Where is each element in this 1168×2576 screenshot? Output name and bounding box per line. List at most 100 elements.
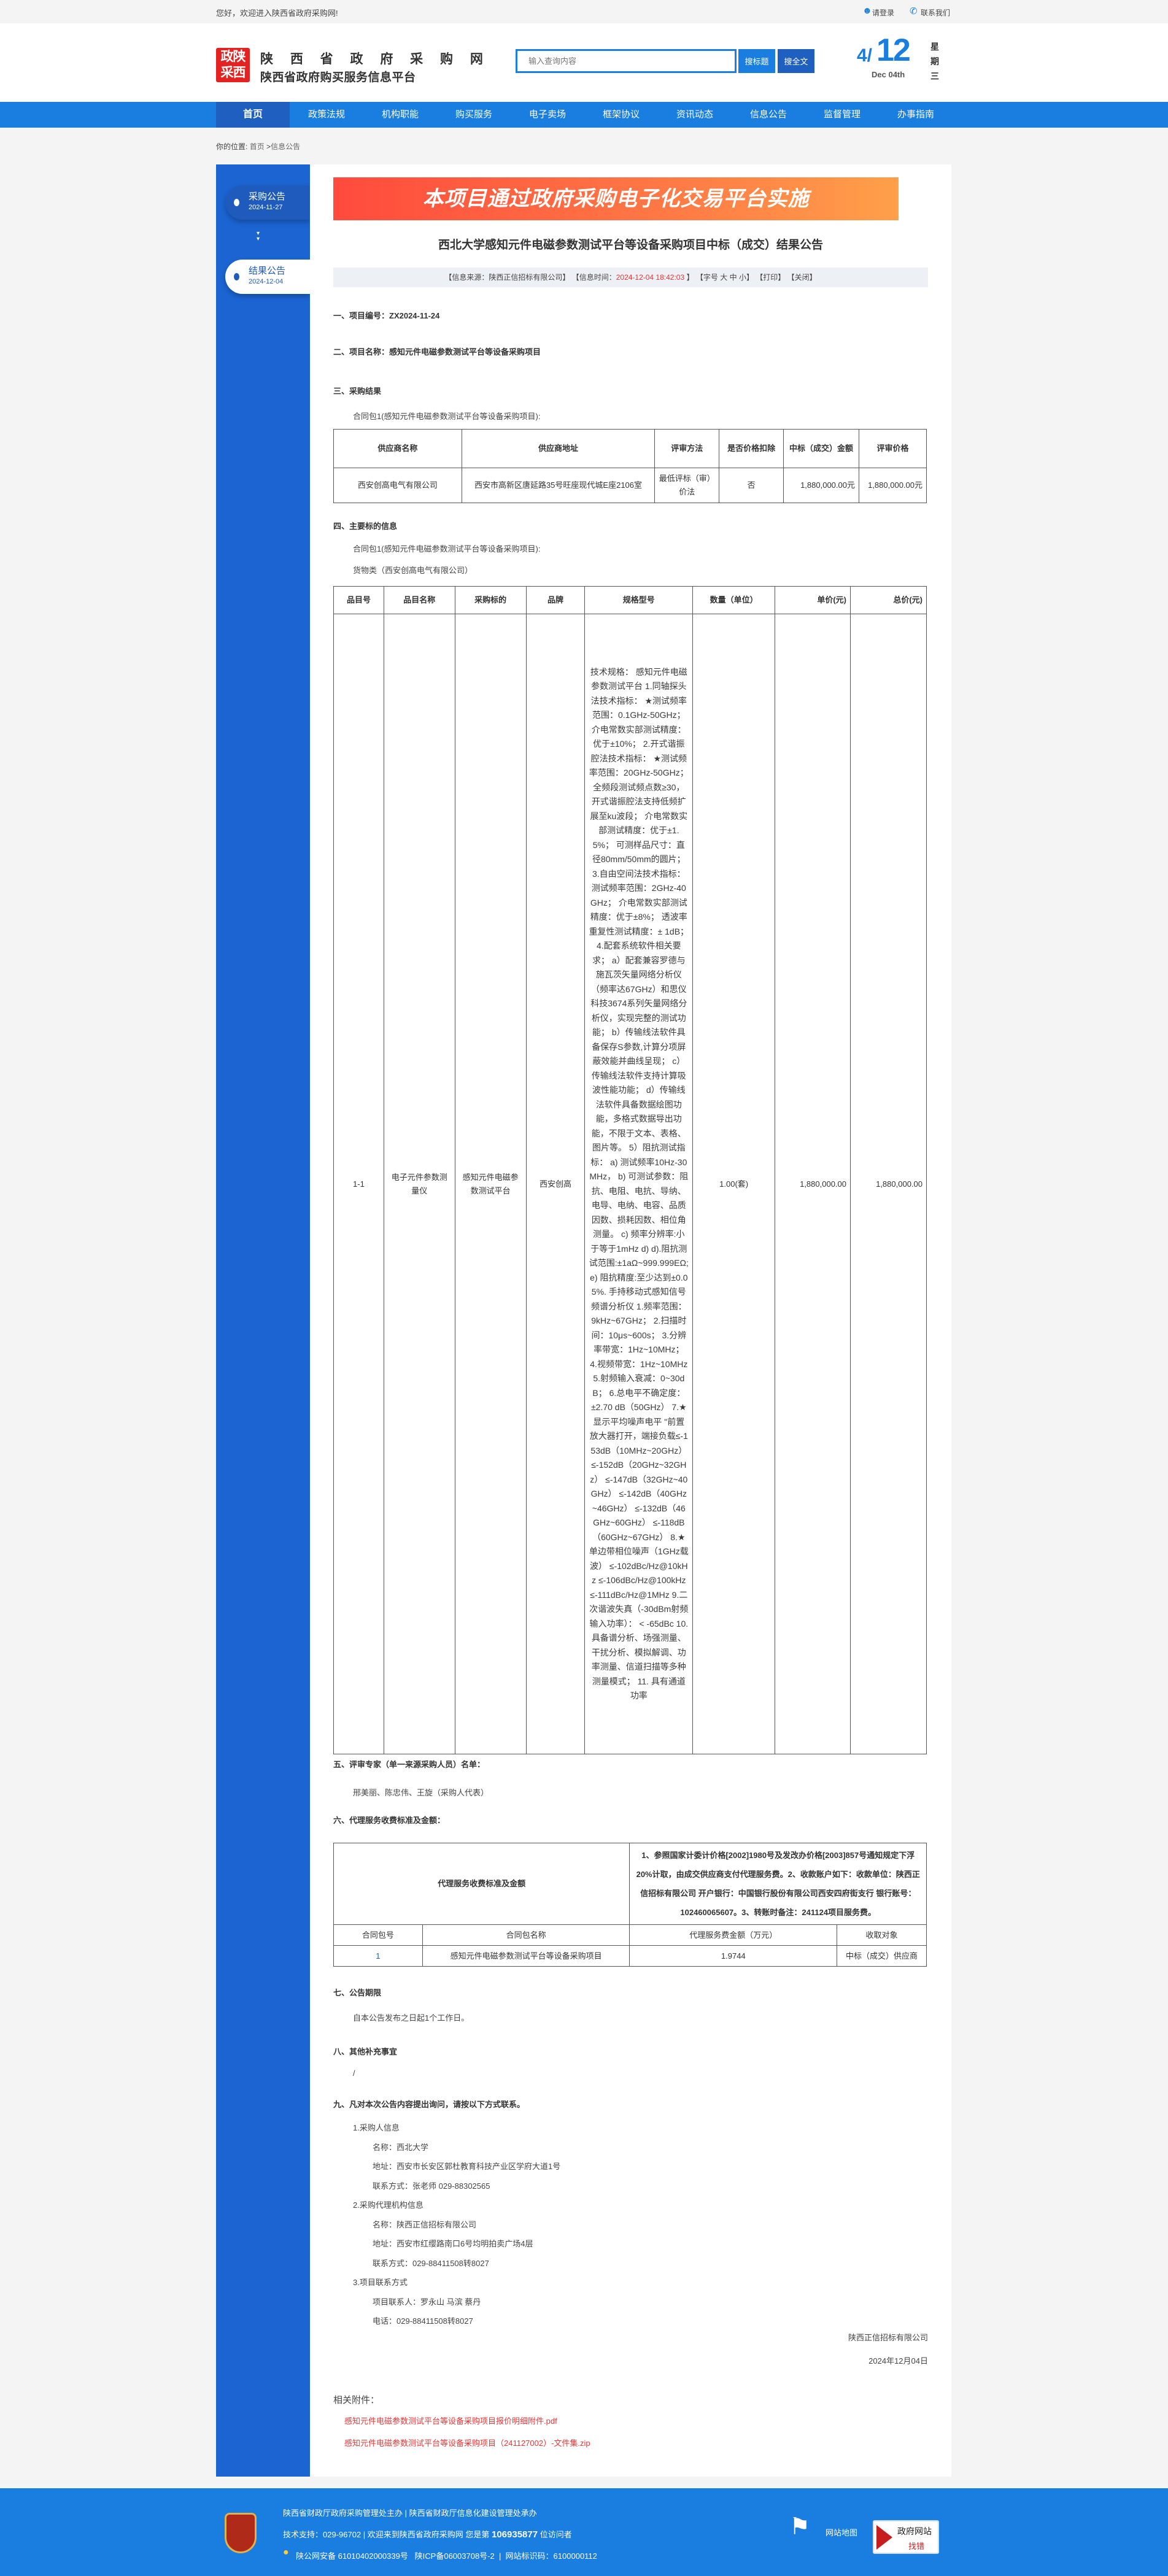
article-info-bar: 【信息来源：陕西正信招标有限公司】 【信息时间：2024-12-04 18:42…: [333, 268, 928, 287]
fee-payer: 中标（成交）供应商: [837, 1945, 927, 1967]
footer: 陕西省财政厅政府采购管理处主办 | 陕西省财政厅信息化建设管理处承办 技术支持：…: [0, 2488, 1168, 2576]
fee-standard-label: 代理服务收费标准及金额: [333, 1843, 630, 1925]
column-header: 品牌: [525, 586, 586, 614]
nav-item-home[interactable]: 首页: [216, 102, 290, 128]
font-large-button[interactable]: 大: [720, 273, 728, 282]
font-small-button[interactable]: 小】: [738, 273, 754, 282]
fee-amount: 1.9744: [629, 1945, 838, 1967]
info-time: 2024-12-04 18:42:03: [616, 273, 685, 282]
evaluated-price: 1,880,000.00元: [858, 468, 927, 503]
breadcrumb-home[interactable]: 首页: [249, 142, 265, 151]
experts-names: 邢美丽、陈忠伟、王旋（采购人代表）: [353, 1788, 489, 1797]
nav-item-news[interactable]: 资讯动态: [676, 109, 713, 120]
supplier-address: 西安市高新区唐延路35号旺座现代城E座2106室: [461, 468, 656, 503]
contact-line: 地址：西安市红缨路南口6号均明拍卖广场4层: [373, 2239, 533, 2248]
package-name: 感知元件电磁参数测试平台等设备采购项目: [422, 1945, 630, 1967]
breadcrumb: 你的位置: 首页 >信息公告: [216, 141, 300, 152]
timeline-item-procurement[interactable]: 采购公告 2024-11-27: [225, 185, 310, 220]
column-header: 单价(元): [775, 586, 851, 614]
main-nav: 首页 政策法规 机构职能 购买服务 电子卖场 框架协议 资讯动态 信息公告 监督…: [0, 102, 1168, 128]
column-header: 供应商地址: [461, 429, 656, 468]
nav-item-purchase-service[interactable]: 购买服务: [455, 109, 492, 120]
site-logo[interactable]: 政陕 采西: [216, 48, 250, 82]
search-full-button[interactable]: 搜全文: [778, 49, 814, 73]
contact-line: 名称：西北大学: [373, 2142, 429, 2152]
attachment-link-pdf[interactable]: 感知元件电磁参数测试平台等设备采购项目报价明细附件.pdf: [344, 2416, 557, 2426]
footer-line-support: 技术支持：029-96702 | 欢迎来到陕西省政府采购网 您是第 106935…: [283, 2528, 572, 2540]
sitemap-link[interactable]: 网站地图: [826, 2528, 858, 2537]
agency-fee-table: 代理服务收费标准及金额 1、参照国家计委计价格[2002]1980号及发改办价格…: [333, 1843, 927, 1967]
award-amount: 1,880,000.00元: [783, 468, 859, 503]
section-other-matters: 八、其他补充事宜: [333, 2047, 398, 2056]
nav-item-policy[interactable]: 政策法规: [307, 109, 345, 120]
search-input[interactable]: [516, 49, 737, 73]
table-row: 西安创高电气有限公司 西安市高新区唐延路35号旺座现代城E座2106室 最低评标…: [333, 468, 927, 503]
top-bar: 您好，欢迎进入陕西省政府采购网! ☻ 请登录 ✆ 联系我们: [0, 0, 1168, 23]
police-badge-icon: ●: [283, 2547, 289, 2558]
print-button[interactable]: 【打印】: [756, 273, 786, 282]
timeline-date: 2024-11-27: [249, 204, 283, 211]
nav-item-framework[interactable]: 框架协议: [602, 109, 640, 120]
column-header: 采购标的: [454, 586, 527, 614]
breadcrumb-separator: >: [266, 142, 271, 151]
party-emblem-logo[interactable]: [225, 2513, 257, 2553]
column-header: 合同包号: [333, 1924, 423, 1946]
section-contact: 九、凡对本次公告内容提出询问，请按以下方式联系。: [333, 2100, 525, 2109]
table-header-row: 品目号 品目名称 采购标的 品牌 规格型号 数量（单位） 单价(元) 总价(元): [333, 586, 927, 614]
result-table: 供应商名称 供应商地址 评审方法 是否价格扣除 中标（成交）金额 评审价格 西安…: [333, 429, 927, 503]
error-report-label: 找错: [908, 2542, 925, 2551]
items-table: 品目号 品目名称 采购标的 品牌 规格型号 数量（单位） 单价(元) 总价(元)…: [333, 586, 927, 1754]
font-medium-button[interactable]: 中: [729, 273, 737, 282]
table-row: 代理服务收费标准及金额 1、参照国家计委计价格[2002]1980号及发改办价格…: [333, 1843, 927, 1925]
info-time-label: 【信息时间：: [571, 273, 616, 282]
timeline-item-result[interactable]: 结果公告 2024-12-04: [225, 260, 310, 294]
contact-line: 3.项目联系方式: [353, 2278, 408, 2287]
table-header-row: 供应商名称 供应商地址 评审方法 是否价格扣除 中标（成交）金额 评审价格: [333, 429, 927, 468]
login-link[interactable]: 请登录: [872, 9, 895, 17]
fee-standard-description: 1、参照国家计委计价格[2002]1980号及发改办价格[2003]857号通知…: [629, 1843, 927, 1925]
close-button[interactable]: 【关闭】: [787, 273, 817, 282]
signature: 陕西正信招标有限公司: [848, 2333, 928, 2342]
nav-item-guide[interactable]: 办事指南: [897, 109, 934, 120]
nav-item-agency[interactable]: 机构职能: [381, 109, 419, 120]
nav-item-e-mall[interactable]: 电子卖场: [528, 109, 566, 120]
search-title-button[interactable]: 搜标题: [738, 49, 775, 73]
article-panel: 本项目通过政府采购电子化交易平台实施 西北大学感知元件电磁参数测试平台等设备采购…: [310, 164, 951, 2477]
timeline-dot-icon: [234, 273, 239, 280]
column-header: 规格型号: [584, 586, 694, 614]
footer-line-record: 陕公网安备 61010402000339号 陕ICP备06003708号-2 |…: [296, 2551, 597, 2561]
attachments-label: 相关附件：: [333, 2395, 380, 2405]
column-header: 品目名称: [383, 586, 455, 614]
attachment-link-zip[interactable]: 感知元件电磁参数测试平台等设备采购项目（241127002）-文件集.zip: [344, 2439, 590, 2448]
section-project-number: 一、项目编号：ZX2024-11-24: [333, 311, 440, 320]
date-en: Dec 04th: [872, 70, 905, 79]
table-row: 1-1 电子元件参数测量仪 感知元件电磁参数测试平台 西安创高 技术规格： 感知…: [333, 614, 927, 1754]
nav-item-announcements[interactable]: 信息公告: [749, 109, 787, 120]
column-header: 评审方法: [654, 429, 720, 468]
timeline-dot-icon: [234, 199, 239, 206]
nav-item-supervision[interactable]: 监督管理: [823, 109, 861, 120]
contact-line: 联系方式：029-88411508转8027: [373, 2258, 489, 2268]
font-size-label: 【字号: [695, 273, 718, 282]
contact-link[interactable]: 联系我们: [921, 9, 951, 17]
column-header: 品目号: [333, 586, 384, 614]
notice-period-text: 自本公告发布之日起1个工作日。: [353, 2013, 470, 2023]
price-deduction: 否: [719, 468, 784, 503]
contact-line: 地址：西安市长安区郭杜教育科技产业区学府大道1号: [373, 2162, 561, 2171]
section-experts: 五、评审专家（单一来源采购人员）名单：: [333, 1760, 485, 1769]
visitor-count: 106935877: [492, 2529, 538, 2540]
info-source-label: 【信息来源：: [444, 273, 489, 282]
item-specification: 技术规格： 感知元件电磁参数测试平台 1.同轴探头法技术指标： ★测试频率范围：…: [584, 614, 694, 1754]
section-agency-fee: 六、代理服务收费标准及金额：: [333, 1816, 446, 1825]
item-unit-price: 1,880,000.00: [775, 614, 851, 1754]
announcement-timeline: 采购公告 2024-11-27 ▾ ▾ 结果公告 2024-12-04: [216, 164, 310, 2477]
timeline-label: 采购公告: [249, 191, 286, 202]
evaluation-method: 最低评标（审）价法: [654, 468, 720, 503]
column-header: 供应商名称: [333, 429, 462, 468]
site-error-report-button[interactable]: 政府网站 找错: [873, 2520, 939, 2554]
map-icon[interactable]: ⚑: [789, 2514, 811, 2540]
column-header: 中标（成交）金额: [783, 429, 859, 468]
phone-icon: ✆: [910, 6, 918, 17]
items-package-text: 合同包1(感知元件电磁参数测试平台等设备采购项目):: [353, 544, 541, 553]
